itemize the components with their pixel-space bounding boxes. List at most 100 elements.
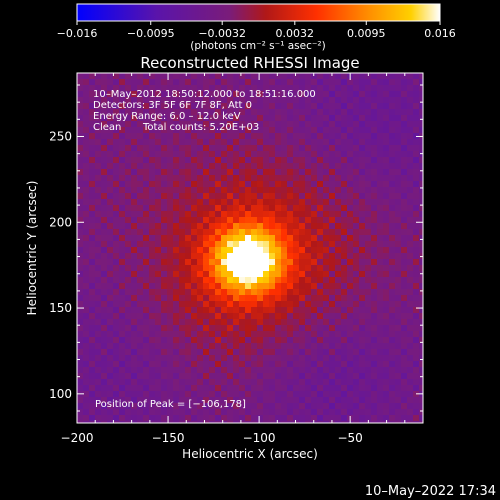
heatmap-cell [209,415,215,421]
heatmap-cell [323,373,329,379]
heatmap-cell [83,187,89,193]
heatmap-cell [245,355,251,361]
heatmap-cell [401,295,407,301]
heatmap-cell [341,133,347,139]
heatmap-cell [299,277,305,283]
heatmap-cell [179,139,185,145]
heatmap-cell [197,259,203,265]
heatmap-cell [191,391,197,397]
heatmap-cell [227,283,233,289]
heatmap-cell [347,265,353,271]
heatmap-cell [311,391,317,397]
heatmap-cell [89,151,95,157]
heatmap-cell [311,409,317,415]
heatmap-cell [203,277,209,283]
heatmap-cell [323,145,329,151]
heatmap-cell [227,103,233,109]
heatmap-cell [305,247,311,253]
heatmap-cell [377,145,383,151]
heatmap-cell [101,97,107,103]
heatmap-cell [185,301,191,307]
heatmap-cell [365,271,371,277]
heatmap-cell [167,205,173,211]
heatmap-cell [263,139,269,145]
heatmap-cell [143,133,149,139]
heatmap-cell [89,259,95,265]
heatmap-cell [335,367,341,373]
heatmap-cell [269,289,275,295]
heatmap-cell [221,169,227,175]
heatmap-cell [263,199,269,205]
heatmap-cell [191,277,197,283]
heatmap-cell [305,265,311,271]
heatmap-cell [269,85,275,91]
heatmap-cell [107,175,113,181]
heatmap-cell [407,163,413,169]
heatmap-cell [389,73,395,79]
heatmap-cell [233,115,239,121]
heatmap-cell [125,97,131,103]
heatmap-cell [305,79,311,85]
heatmap-cell [323,355,329,361]
heatmap-cell [419,319,423,325]
heatmap-cell [245,133,251,139]
heatmap-cell [173,265,179,271]
heatmap-cell [335,337,341,343]
heatmap-cell [113,325,119,331]
heatmap-cell [395,223,401,229]
heatmap-cell [365,229,371,235]
heatmap-cell [389,325,395,331]
heatmap-cell [119,223,125,229]
heatmap-cell [113,385,119,391]
heatmap-cell [215,181,221,187]
heatmap-cell [251,385,257,391]
heatmap-cell [245,145,251,151]
heatmap-cell [299,343,305,349]
heatmap-cell [329,313,335,319]
heatmap-cell [293,151,299,157]
heatmap-cell [311,175,317,181]
heatmap-cell [371,253,377,259]
heatmap-cell [173,289,179,295]
heatmap-cell [125,271,131,277]
heatmap-cell [317,127,323,133]
heatmap-cell [83,355,89,361]
heatmap-cell [359,211,365,217]
heatmap-cell [89,211,95,217]
heatmap-cell [407,139,413,145]
heatmap-cell [359,121,365,127]
heatmap-cell [149,343,155,349]
heatmap-cell [149,253,155,259]
heatmap-cell [341,91,347,97]
heatmap-cell [389,421,395,423]
heatmap-cell [281,271,287,277]
heatmap-cell [305,73,311,79]
heatmap-cell [401,283,407,289]
heatmap-cell [191,79,197,85]
heatmap-cell [389,91,395,97]
heatmap-cell [359,181,365,187]
heatmap-cell [419,139,423,145]
heatmap-cell [293,349,299,355]
heatmap-cell [341,169,347,175]
heatmap-cell [383,229,389,235]
heatmap-cell [263,121,269,127]
heatmap-cell [137,379,143,385]
heatmap-cell [377,79,383,85]
heatmap-cell [173,223,179,229]
heatmap-cell [191,373,197,379]
heatmap-cell [311,343,317,349]
heatmap-cell [173,247,179,253]
heatmap-cell [77,319,83,325]
heatmap-cell [233,385,239,391]
heatmap-cell [185,331,191,337]
heatmap-cell [143,397,149,403]
heatmap-cell [413,193,419,199]
heatmap-cell [191,415,197,421]
heatmap-cell [77,277,83,283]
heatmap-cell [113,265,119,271]
heatmap-cell [395,283,401,289]
heatmap-cell [323,313,329,319]
heatmap-cell [167,127,173,133]
heatmap-cell [323,307,329,313]
